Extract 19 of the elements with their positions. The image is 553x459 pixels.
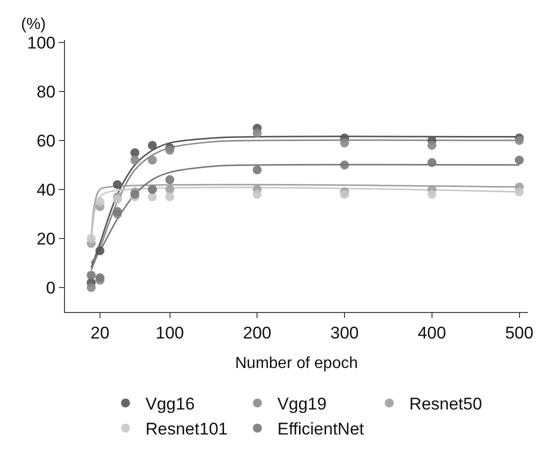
legend-label: Resnet50 [409, 394, 482, 414]
legend-label: Vgg19 [277, 394, 327, 414]
x-tick-label: 100 [156, 324, 184, 342]
y-tick-label: 60 [36, 131, 56, 150]
y-tick-label: 80 [36, 82, 56, 102]
legend-label: Vgg16 [146, 394, 195, 414]
y-tick-label: 40 [36, 180, 56, 200]
x-tick-label: 300 [330, 324, 359, 342]
x-tick-label: 20 [90, 324, 110, 342]
y-axis-title: (%) [21, 16, 46, 33]
legend-label: EfficientNet [277, 420, 364, 439]
x-tick-label: 200 [243, 324, 272, 342]
legend-label: Resnet101 [146, 420, 228, 439]
x-tick-label: 500 [505, 324, 534, 342]
x-axis-title: Number of epoch [235, 355, 358, 372]
y-tick-label: 20 [36, 229, 56, 248]
x-tick-label: 400 [418, 324, 446, 342]
y-tick-label: 100 [27, 33, 56, 52]
y-tick-label: 0 [46, 278, 56, 298]
